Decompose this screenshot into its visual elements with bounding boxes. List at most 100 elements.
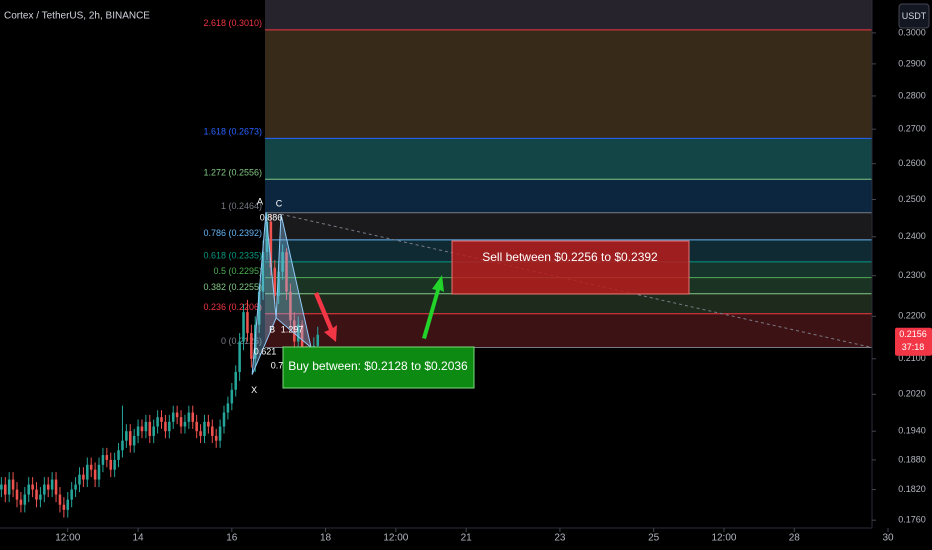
- candle-body: [285, 252, 288, 292]
- candle-body: [273, 267, 277, 296]
- y-tick-label: 0.2100: [898, 353, 926, 363]
- y-tick-label: 0.1880: [898, 454, 926, 464]
- pattern-point-label: B: [269, 324, 275, 334]
- x-tick-label: 12:00: [711, 533, 736, 544]
- y-tick-label: 0.3000: [898, 27, 926, 37]
- candle-body: [183, 421, 187, 427]
- candle-body: [214, 435, 218, 441]
- x-tick-label: 14: [133, 533, 145, 544]
- currency-label[interactable]: USDT: [902, 11, 927, 21]
- y-tick-label: 0.1760: [898, 515, 926, 525]
- candle-body: [121, 440, 124, 451]
- y-tick-label: 0.2900: [898, 58, 926, 68]
- candle-body: [144, 421, 148, 432]
- fib-band: [265, 138, 872, 180]
- candle-body: [316, 334, 320, 346]
- candle-body: [109, 459, 113, 470]
- candle-body: [58, 494, 62, 505]
- candle-body: [156, 417, 159, 427]
- fib-label: 1 (0.2464): [221, 201, 262, 211]
- candle-body: [281, 252, 284, 272]
- candle-body: [7, 479, 11, 495]
- up-arrow: [422, 275, 444, 339]
- candle-body: [82, 474, 85, 480]
- x-tick-label: 30: [882, 533, 894, 544]
- fib-label: 0.382 (0.2255): [203, 282, 262, 292]
- sell-box: [451, 240, 690, 295]
- candle-body: [199, 431, 202, 436]
- drawing-layer: Sell between $0.2256 to $0.2392 Buy betw…: [282, 240, 690, 389]
- y-tick-label: 0.1940: [898, 426, 926, 436]
- candle-body: [62, 504, 66, 510]
- candle-body: [222, 412, 226, 427]
- candle-body: [97, 464, 101, 480]
- candle-body: [265, 221, 269, 253]
- candle-body: [89, 464, 93, 470]
- candle-body: [289, 291, 292, 321]
- candle-body: [43, 484, 46, 495]
- x-tick-label: 18: [320, 533, 332, 544]
- candle-body: [113, 459, 116, 470]
- candle-body: [93, 469, 97, 480]
- x-tick-label: 23: [554, 533, 566, 544]
- candle-body: [101, 455, 105, 465]
- y-tick-label: 0.2020: [898, 389, 926, 399]
- candle-body: [46, 484, 50, 490]
- candle-body: [257, 291, 261, 325]
- candle-body: [11, 479, 15, 490]
- fib-label: 0.236 (0.2206): [203, 302, 262, 312]
- fib-label: 2.618 (0.3010): [203, 18, 262, 28]
- candle-body: [218, 426, 222, 441]
- candle-body: [261, 252, 265, 292]
- candle-body: [293, 320, 296, 342]
- candle-body: [54, 479, 58, 495]
- fib-band: [265, 313, 872, 348]
- fib-label: 0 (0.2126): [221, 336, 262, 346]
- candle-body: [171, 412, 175, 422]
- last-price-label: 0.2156: [899, 329, 927, 339]
- y-tick-label: 0.2600: [898, 158, 926, 168]
- candle-body: [78, 474, 81, 485]
- candle-body: [246, 312, 249, 334]
- candle-body: [86, 464, 89, 480]
- x-tick-label: 12:00: [55, 533, 80, 544]
- candle-body: [179, 417, 183, 427]
- fib-label: 1.272 (0.2556): [203, 168, 262, 178]
- candle-body: [160, 417, 163, 422]
- x-tick-label: 25: [648, 533, 660, 544]
- candle-body: [191, 412, 195, 422]
- candle-body: [128, 431, 132, 446]
- candle-body: [211, 426, 214, 436]
- candle-body: [226, 403, 230, 413]
- candle-body: [207, 421, 210, 427]
- candle-body: [132, 435, 136, 446]
- pattern-point-label: C: [276, 199, 283, 209]
- candle-body: [140, 426, 144, 432]
- pattern-ratio: 0.621: [254, 346, 277, 356]
- candle-body: [269, 221, 273, 268]
- candle-body: [203, 421, 206, 436]
- pattern-ratio: 0.786: [271, 360, 294, 370]
- candle-body: [168, 421, 171, 432]
- candle-body: [105, 455, 109, 460]
- candle-body: [277, 271, 280, 296]
- fib-label: 0.5 (0.2295): [213, 266, 262, 276]
- fib-label: 0.786 (0.2392): [203, 228, 262, 238]
- fib-band: [265, 0, 872, 30]
- y-tick-label: 0.2200: [898, 311, 926, 321]
- x-tick-label: 16: [226, 533, 238, 544]
- candle-body: [250, 333, 253, 359]
- candle-body: [19, 499, 23, 505]
- axes: 0.3000 0.2900 0.2800 0.2700 0.2600 0.2500 0.24…: [55, 27, 932, 544]
- fib-band: [265, 293, 872, 314]
- y-tick-label: 0.2700: [898, 124, 926, 134]
- currency-button[interactable]: [898, 3, 930, 29]
- pattern-point-label: A: [257, 197, 263, 207]
- y-tick-label: 0.2300: [898, 270, 926, 280]
- candle-body: [234, 371, 237, 390]
- candle-body: [70, 489, 73, 500]
- candle-body: [74, 484, 77, 490]
- pattern-point-label: X: [251, 385, 257, 395]
